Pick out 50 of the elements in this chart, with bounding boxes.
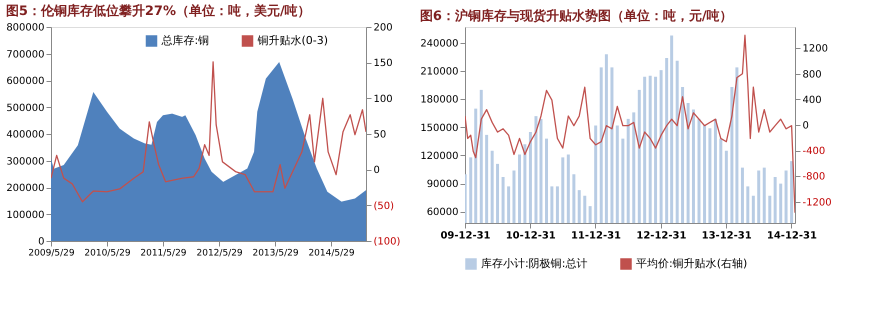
y2-tick-label: 800 bbox=[802, 69, 822, 80]
y2-tick-label: 200 bbox=[374, 22, 393, 34]
x-tick-label: 2009/5/29 bbox=[28, 248, 75, 258]
x-tick-label: 09-12-31 bbox=[440, 230, 491, 242]
y-tick-label: 300000 bbox=[6, 156, 44, 168]
y-tick-label: 210000 bbox=[420, 66, 458, 78]
y2-tick-label: (100) bbox=[374, 236, 400, 248]
y-tick-label: 200000 bbox=[6, 183, 44, 194]
y-tick-label: 700000 bbox=[6, 49, 44, 60]
y-tick-label: 60000 bbox=[426, 207, 458, 218]
legend-label: 铜升贴水(0-3) bbox=[256, 34, 328, 47]
chart-title: 图5：伦铜库存低位攀升27%（单位：吨，美元/吨） bbox=[6, 3, 311, 19]
x-tick-label: 14-12-31 bbox=[766, 230, 817, 242]
y-tick-label: 400000 bbox=[6, 130, 44, 140]
x-tick-label: 2014/5/29 bbox=[308, 248, 355, 258]
x-tick-label: 10-12-31 bbox=[506, 230, 556, 242]
y2-tick-label: 0 bbox=[374, 165, 380, 176]
y2-tick-label: -400 bbox=[802, 146, 826, 158]
y2-tick-label: 50 bbox=[374, 130, 386, 140]
chart-title: 图6：沪铜库存与现货升贴水势图（单位：吨，元/吨） bbox=[420, 8, 733, 24]
x-tick-label: 11-12-31 bbox=[570, 230, 622, 242]
y-tick-label: 500000 bbox=[6, 102, 44, 114]
legend-label: 平均价:铜升贴水(右轴) bbox=[636, 257, 748, 270]
y-tick-label: 120000 bbox=[420, 150, 458, 162]
y2-tick-label: 0 bbox=[802, 120, 809, 132]
legend-label: 库存小计:阴极铜:总计 bbox=[481, 257, 588, 270]
x-tick-label: 2010/5/29 bbox=[84, 248, 131, 258]
y2-tick-label: 400 bbox=[802, 94, 822, 106]
y-tick-label: 90000 bbox=[426, 179, 458, 190]
line-series bbox=[465, 34, 795, 214]
y2-tick-label: 100 bbox=[374, 94, 393, 105]
y2-tick-label: -1200 bbox=[802, 197, 832, 208]
y-tick-label: 100000 bbox=[6, 210, 44, 221]
legend-label: 总库存:铜 bbox=[160, 34, 210, 47]
x-tick-label: 13-12-31 bbox=[702, 230, 752, 242]
y-tick-label: 600000 bbox=[6, 76, 44, 87]
y-tick-label: 180000 bbox=[420, 94, 458, 106]
y-tick-label: 240000 bbox=[420, 38, 458, 50]
x-tick-label: 2011/5/29 bbox=[140, 248, 187, 258]
y2-tick-label: (50) bbox=[374, 200, 394, 212]
line-series bbox=[51, 61, 366, 202]
y-tick-label: 0 bbox=[38, 236, 44, 248]
y-tick-label: 150000 bbox=[420, 122, 458, 134]
y2-tick-label: 1200 bbox=[802, 44, 828, 55]
x-tick-label: 2013/5/29 bbox=[252, 248, 299, 258]
y2-tick-label: -800 bbox=[802, 172, 826, 183]
y-tick-label: 800000 bbox=[6, 22, 44, 34]
x-tick-label: 2012/5/29 bbox=[196, 248, 243, 258]
y2-tick-label: 150 bbox=[374, 58, 393, 70]
x-tick-label: 12-12-31 bbox=[636, 230, 686, 242]
